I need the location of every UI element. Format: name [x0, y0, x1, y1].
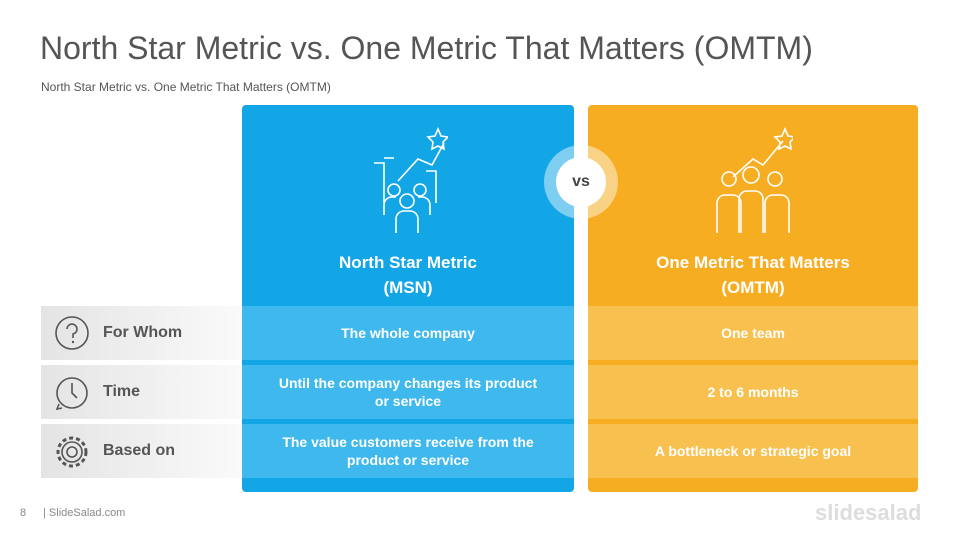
- cell: A bottleneck or strategic goal: [588, 424, 918, 478]
- icon-clock: [55, 377, 88, 411]
- cell: Until the company changes its product or…: [242, 365, 574, 419]
- title: North Star Metric vs. One Metric That Ma…: [40, 30, 813, 66]
- icon-question: [55, 316, 89, 350]
- vs-badge: vs: [556, 157, 606, 207]
- cell: One team: [588, 306, 918, 360]
- row-label: Time: [41, 365, 241, 419]
- column-heading: North Star Metric (MSN): [242, 250, 574, 300]
- row-label-text: For Whom: [103, 324, 183, 341]
- row-label-text: Based on: [103, 442, 176, 459]
- column-panel: North Star Metric (MSN) The whole company…: [242, 105, 574, 492]
- heading-line: (OMTM): [721, 278, 785, 297]
- column-panel: One Metric That Matters (OMTM) One team 2…: [588, 105, 918, 492]
- column-heading: One Metric That Matters (OMTM): [588, 250, 918, 300]
- row-label: Based on: [41, 424, 241, 478]
- subtitle: North Star Metric vs. One Metric That Ma…: [41, 80, 331, 94]
- cell: The whole company: [242, 306, 574, 360]
- icon-gear: [56, 436, 88, 468]
- cell: 2 to 6 months: [588, 365, 918, 419]
- footer-site: | SlideSalad.com: [43, 507, 126, 519]
- row-label: For Whom: [41, 306, 241, 360]
- heading-line: North Star Metric: [339, 253, 477, 272]
- row-label-text: Time: [103, 383, 141, 400]
- logo: slidesalad: [815, 500, 922, 525]
- heading-line: One Metric That Matters: [656, 253, 850, 272]
- heading-line: (MSN): [383, 278, 433, 297]
- cell: The value customers receive from the pro…: [242, 424, 574, 478]
- icon-team-growth: [374, 126, 448, 233]
- icon-team-goal: [716, 126, 793, 233]
- page-number: 8: [20, 507, 27, 519]
